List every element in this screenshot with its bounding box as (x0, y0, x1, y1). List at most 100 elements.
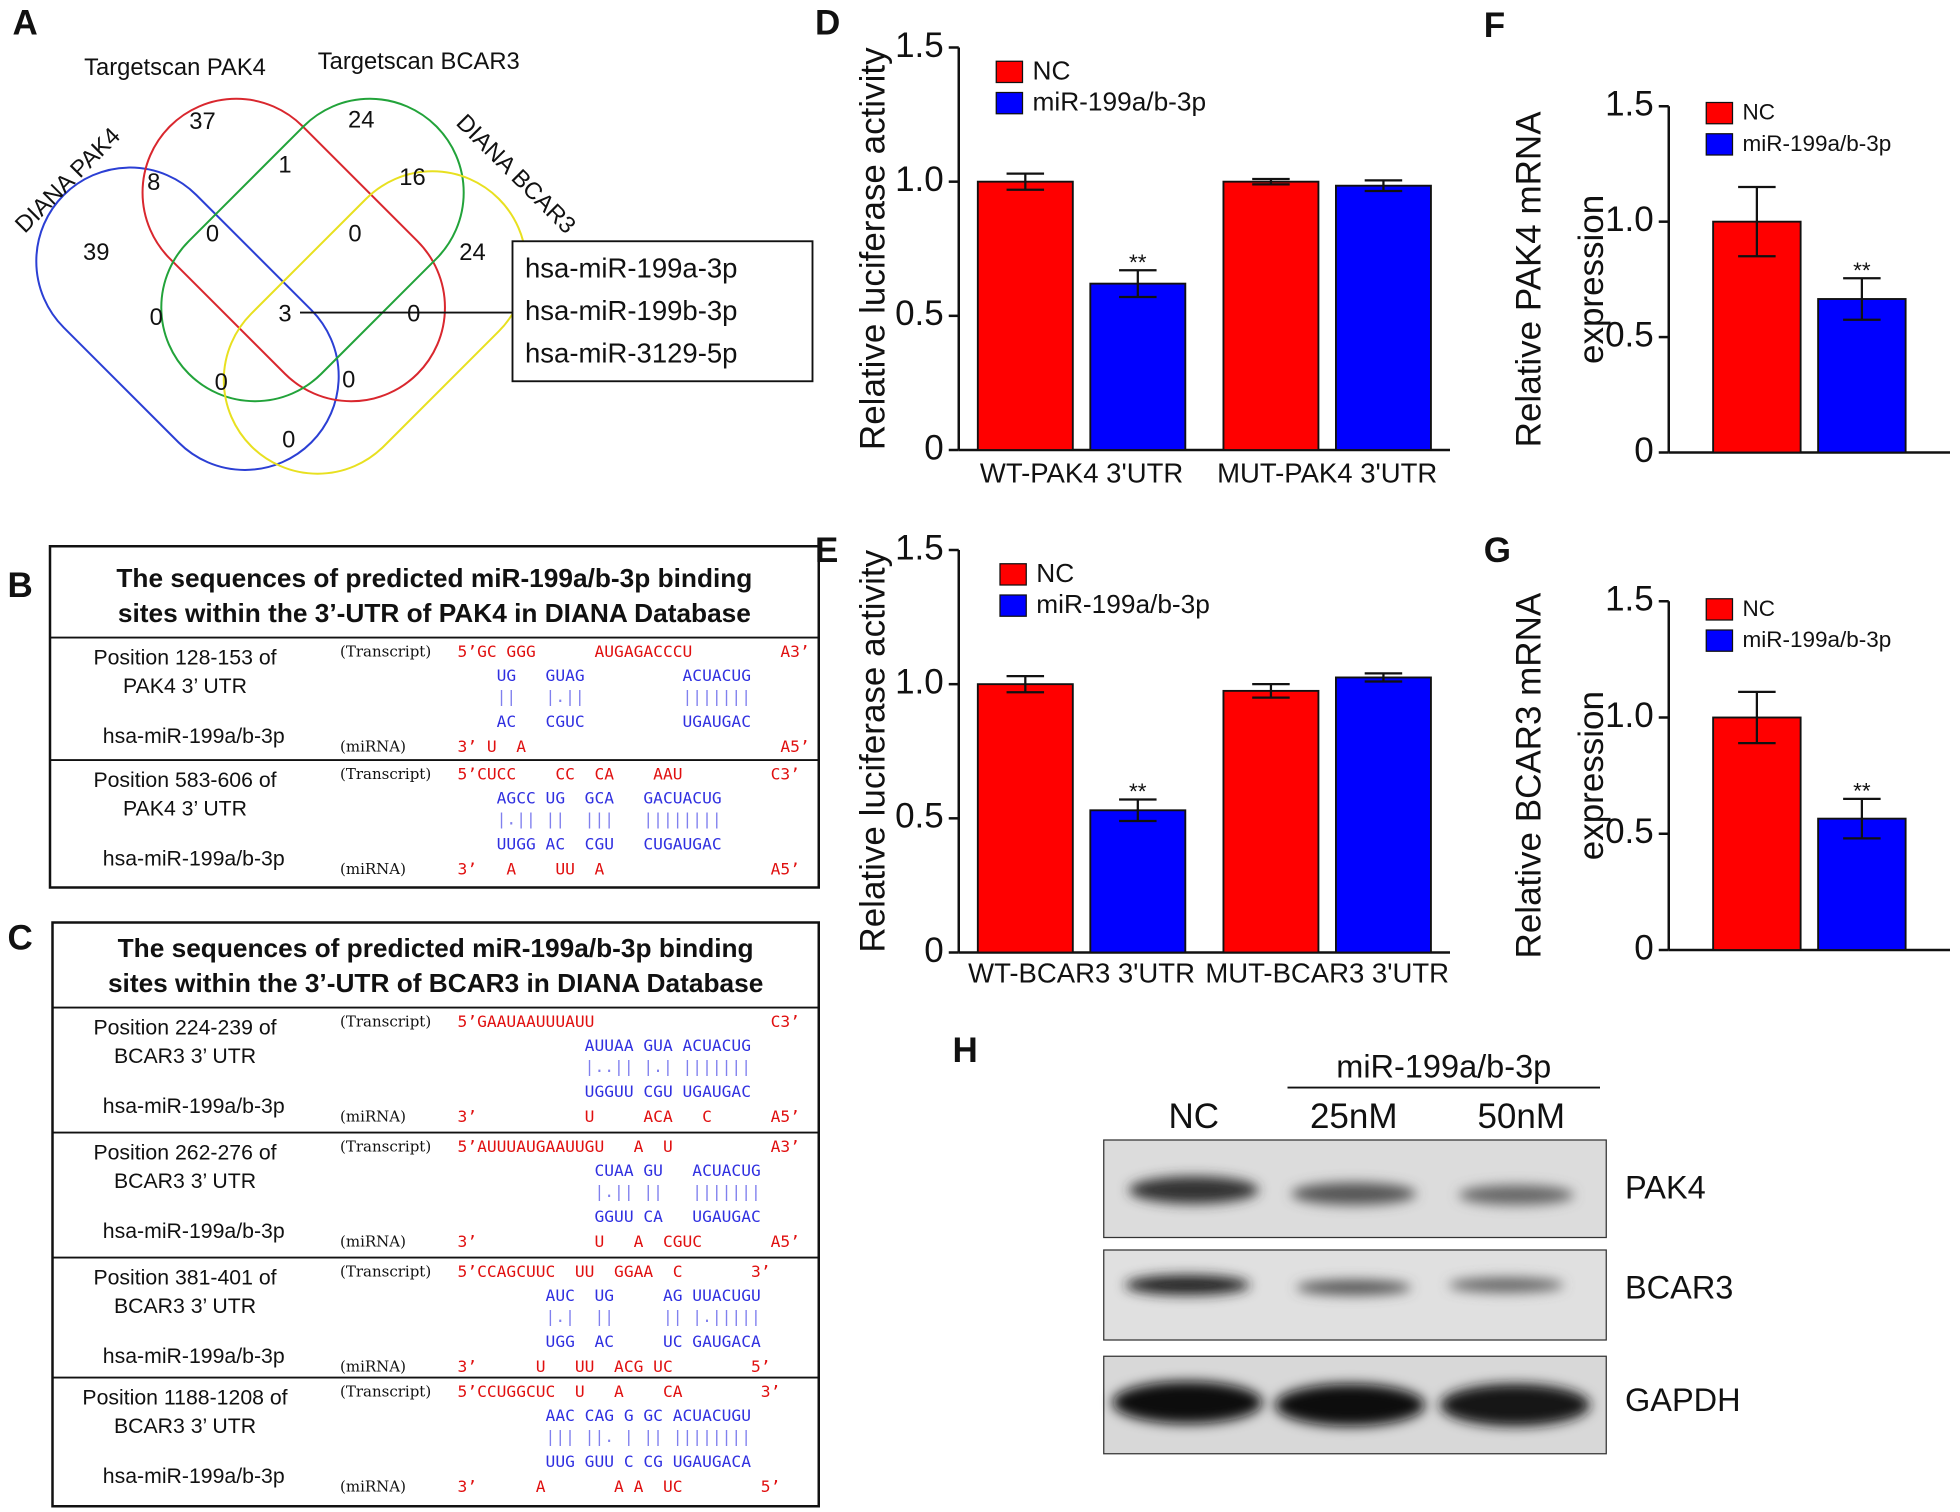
legend-label: miR-199a/b-3p (1033, 87, 1207, 117)
panel-label: H (953, 1031, 978, 1070)
region-count: 24 (459, 239, 485, 266)
sequence-line: 3’ U ACA C A5’ (458, 1107, 800, 1126)
sequence-line: UGGUU CGU UGAUGAC (458, 1082, 752, 1101)
region-count: 3 (278, 300, 291, 327)
region-count: 37 (189, 108, 215, 135)
mirna-tag: (miRNA) (340, 860, 406, 878)
y-tick-label: 0 (1634, 431, 1653, 470)
sequence-line: 5’CUCC CC CA AAU C3’ (458, 765, 800, 784)
position-label: PAK4 3’ UTR (123, 674, 247, 698)
lane-label: 25nM (1310, 1097, 1398, 1136)
panel-label: G (1484, 531, 1511, 570)
panel-label: C (8, 918, 33, 957)
position-label: Position 1188-1208 of (82, 1385, 287, 1409)
region-count: 0 (407, 300, 420, 327)
bar (1335, 676, 1432, 954)
blot-band (1125, 1275, 1250, 1295)
legend-label: NC (1033, 55, 1071, 85)
legend-swatch (999, 594, 1027, 617)
mirna-name: hsa-miR-199a-3p (525, 252, 737, 283)
position-label: Position 583-606 of (93, 768, 276, 792)
protein-label: BCAR3 (1625, 1270, 1733, 1306)
sequence-line: 3’ A UU A A5’ (458, 860, 800, 879)
set-label: Targetscan BCAR3 (318, 48, 520, 75)
blot-band (1112, 1381, 1263, 1424)
sequence-line: UUG GUU C CG UGAUGACA (458, 1452, 752, 1471)
y-axis-label: Relative PAK4 mRNA (1510, 111, 1549, 448)
position-label: PAK4 3’ UTR (123, 797, 247, 821)
sequence-line: |.|| || ||||||| (458, 1182, 761, 1201)
sequence-line: 5’CCUGGCUC U A CA 3’ (458, 1382, 781, 1401)
sequence-line: UG GUAG ACUACUG (458, 666, 752, 685)
transcript-tag: (Transcript) (340, 1383, 431, 1401)
sequence-line: UGG AC UC GAUGACA (458, 1332, 761, 1351)
position-label: Position 128-153 of (93, 645, 276, 669)
sequence-line: |.|| || ||| |||||||| (458, 810, 722, 829)
sequence-line: AUUAA GUA ACUACUG (458, 1036, 752, 1055)
y-tick-label: 1.0 (895, 160, 944, 199)
legend-swatch (1705, 629, 1734, 652)
sequence-title: sites within the 3’-UTR of PAK4 in DIANA… (118, 598, 751, 628)
transcript-tag: (Transcript) (340, 765, 431, 783)
legend-label: NC (1743, 596, 1776, 621)
sequence-line: 5’CCAGCUUC UU GGAA C 3’ (458, 1262, 771, 1281)
significance: ** (1129, 250, 1147, 275)
panel-label: B (8, 566, 33, 605)
lane-label: NC (1168, 1097, 1219, 1136)
y-axis-label: Relative luciferase activity (853, 47, 892, 450)
venn-set (160, 97, 465, 403)
region-count: 0 (215, 369, 228, 396)
blot-band (1291, 1182, 1417, 1205)
sequence-line: ||| ||. | || |||||||| (458, 1427, 752, 1446)
x-tick-label: WT-BCAR3 3'UTR (968, 957, 1195, 988)
sequence-line: AUC UG AG UUACUGU (458, 1286, 761, 1305)
sequence-line: 3’ U UU ACG UC 5’ (458, 1357, 771, 1376)
sequence-line: 3’ U A CGUC A5’ (458, 1232, 800, 1251)
mirna-tag: (miRNA) (340, 1358, 406, 1376)
legend-label: NC (1036, 558, 1074, 588)
sequence-line: 3’ A A A UC 5’ (458, 1477, 781, 1496)
western-blot (1103, 1086, 1607, 1455)
mirna-tag: (miRNA) (340, 1233, 406, 1251)
legend-label: miR-199a/b-3p (1743, 627, 1892, 652)
sequence-box (51, 921, 820, 1508)
legend-swatch (1705, 101, 1734, 125)
sequence-line: AGCC UG GCA GACUACUG (458, 788, 722, 807)
y-tick-label: 0 (1634, 928, 1653, 967)
region-count: 16 (399, 164, 425, 191)
y-axis-label: expression (1572, 691, 1611, 860)
mirna-name: hsa-miR-199b-3p (525, 295, 737, 326)
y-tick-label: 1.0 (895, 662, 944, 701)
legend-label: miR-199a/b-3p (1743, 131, 1892, 156)
y-axis-label: Relative luciferase activity (853, 549, 892, 952)
transcript-tag: (Transcript) (340, 1138, 431, 1156)
sequence-title: The sequences of predicted miR-199a/b-3p… (118, 933, 754, 963)
mirna-label: hsa-miR-199a/b-3p (103, 1219, 285, 1243)
y-tick-label: 1.5 (1605, 580, 1654, 619)
significance: ** (1129, 779, 1147, 804)
legend-swatch (995, 60, 1024, 84)
legend-swatch (1705, 598, 1734, 621)
region-count: 8 (147, 169, 160, 196)
panel-label: D (815, 3, 840, 42)
sequence-line: UUGG AC CGU CUGAUGAC (458, 835, 722, 854)
blot-band (1128, 1176, 1259, 1204)
bar (1335, 184, 1432, 451)
sequence-line: AAC CAG G GC ACUACUGU (458, 1406, 752, 1425)
significance: ** (1853, 779, 1871, 804)
blot-band (1448, 1277, 1564, 1293)
y-axis-label: Relative BCAR3 mRNA (1510, 592, 1549, 958)
legend-swatch (999, 563, 1027, 586)
position-label: Position 224-239 of (93, 1015, 276, 1039)
y-tick-label: 1.0 (1605, 696, 1654, 735)
mirna-tag: (miRNA) (340, 738, 406, 756)
bar (1817, 298, 1907, 454)
significance: ** (1853, 258, 1871, 283)
bar (1089, 282, 1187, 451)
position-label: Position 262-276 of (93, 1140, 276, 1164)
sequence-line: 5’GC GGG AUGAGACCCU A3’ (458, 642, 810, 661)
lane-label: 50nM (1477, 1097, 1565, 1136)
set-label: DIANA BCAR3 (451, 109, 581, 239)
set-label: Targetscan PAK4 (84, 54, 266, 81)
sequence-line: CUAA GU ACUACUG (458, 1161, 761, 1180)
